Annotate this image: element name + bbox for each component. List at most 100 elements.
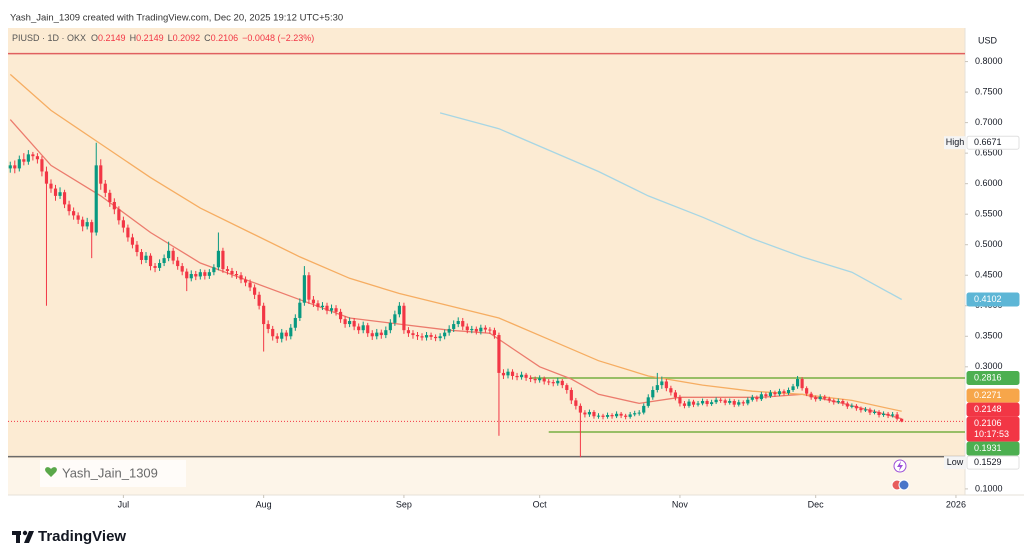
candle-body	[343, 319, 347, 325]
candle-body	[492, 330, 497, 336]
candle-body	[49, 183, 53, 189]
y-tick-label: 0.3500	[975, 331, 1003, 341]
candle-body	[402, 305, 406, 331]
candle-body	[777, 391, 782, 395]
candle-body	[587, 411, 592, 415]
candle-body	[710, 402, 714, 405]
x-tick-label: Aug	[256, 499, 272, 509]
candle-body	[461, 321, 465, 327]
price-label: 0.2148	[974, 404, 1002, 414]
candle-body	[565, 385, 569, 391]
candle-body	[841, 400, 845, 404]
candle-body	[696, 403, 700, 405]
price-tag-box	[944, 456, 966, 470]
candle-body	[171, 250, 175, 261]
candle-body	[872, 411, 877, 413]
candle-body	[483, 327, 487, 330]
candle-body	[519, 374, 524, 378]
price-label-box	[966, 371, 1020, 386]
candle-body	[262, 305, 266, 325]
candle-body	[691, 401, 696, 405]
candle-body	[664, 381, 668, 389]
candle-body	[479, 327, 483, 332]
candle-body	[660, 381, 664, 386]
watermark-box	[40, 460, 186, 487]
candle-body	[338, 311, 343, 320]
lightning-glyph	[897, 461, 903, 471]
candle-body	[284, 332, 288, 337]
candle-body	[357, 326, 361, 331]
candle-body	[642, 405, 646, 413]
candle-body	[900, 418, 904, 422]
candle-body	[85, 222, 89, 227]
candle-body	[429, 335, 433, 337]
candle-body	[153, 266, 157, 268]
price-label-box	[966, 402, 1020, 417]
candle-body	[40, 159, 44, 172]
candle-body	[271, 328, 275, 337]
candle-body	[112, 201, 116, 210]
candle-body	[719, 399, 723, 401]
x-tick-label: Oct	[533, 499, 548, 509]
candle-body	[248, 282, 252, 288]
candle-body	[800, 379, 804, 389]
candle-body	[108, 192, 112, 202]
candle-body	[447, 328, 451, 333]
y-tick-label: 0.1000	[975, 483, 1003, 493]
brand-name: TradingView	[38, 528, 126, 545]
ohlc-value: 0.2149	[98, 33, 126, 43]
candle-body	[863, 409, 868, 411]
candle-body	[434, 336, 438, 339]
watermark-text: Yash_Jain_1309	[62, 465, 158, 480]
y-tick-label: 0.7000	[975, 117, 1003, 127]
candle-body	[651, 390, 655, 398]
y-tick-label: 0.6000	[975, 178, 1003, 188]
candle-body	[673, 392, 677, 398]
candle-body	[474, 328, 478, 332]
candle-body	[316, 303, 320, 307]
candle-body	[302, 275, 306, 303]
candle-body	[605, 415, 610, 417]
candle-body	[601, 415, 605, 417]
candle-body	[384, 330, 388, 336]
candle-body	[234, 274, 239, 276]
candle-body	[515, 375, 519, 378]
candle-body	[655, 385, 659, 391]
candle-body	[189, 274, 193, 279]
ohlc-legend: PIUSD · 1D · OKX O0.2149 H0.2149 L0.2092 C0.…	[12, 33, 314, 43]
price-label: 0.1529	[974, 457, 1002, 467]
candle-body	[393, 314, 397, 323]
candle-body	[764, 394, 768, 397]
candle-body	[334, 308, 338, 312]
candle-body	[814, 397, 818, 400]
candle-body	[293, 317, 297, 328]
candle-body	[750, 397, 754, 400]
candle-body	[705, 400, 709, 405]
candle-body	[352, 321, 356, 327]
candle-body	[103, 183, 107, 193]
candle-body	[298, 302, 302, 318]
candle-body	[592, 411, 596, 417]
heart-icon	[45, 467, 57, 477]
candle-body	[397, 305, 401, 315]
watermark: Yash_Jain_1309	[40, 460, 186, 487]
y-tick-label: 0.8000	[975, 56, 1003, 66]
candle-body	[253, 287, 257, 295]
candle-body	[456, 321, 460, 325]
candle-body	[117, 209, 121, 221]
candle-body	[320, 305, 325, 307]
header: Yash_Jain_1309 created with TradingView.…	[10, 13, 343, 24]
currency: USD	[978, 35, 998, 45]
ohlc-key: C	[204, 33, 211, 43]
ohlc-key: H	[130, 33, 137, 43]
candle-body	[895, 414, 899, 419]
candle-body	[144, 255, 148, 260]
candle-body	[768, 392, 773, 397]
candle-body	[139, 252, 144, 260]
candle-body	[67, 204, 71, 212]
candle-body	[130, 237, 135, 245]
candle-body	[524, 374, 528, 378]
candle-body	[420, 336, 424, 338]
candle-body	[669, 388, 673, 393]
candle-body	[415, 335, 420, 337]
